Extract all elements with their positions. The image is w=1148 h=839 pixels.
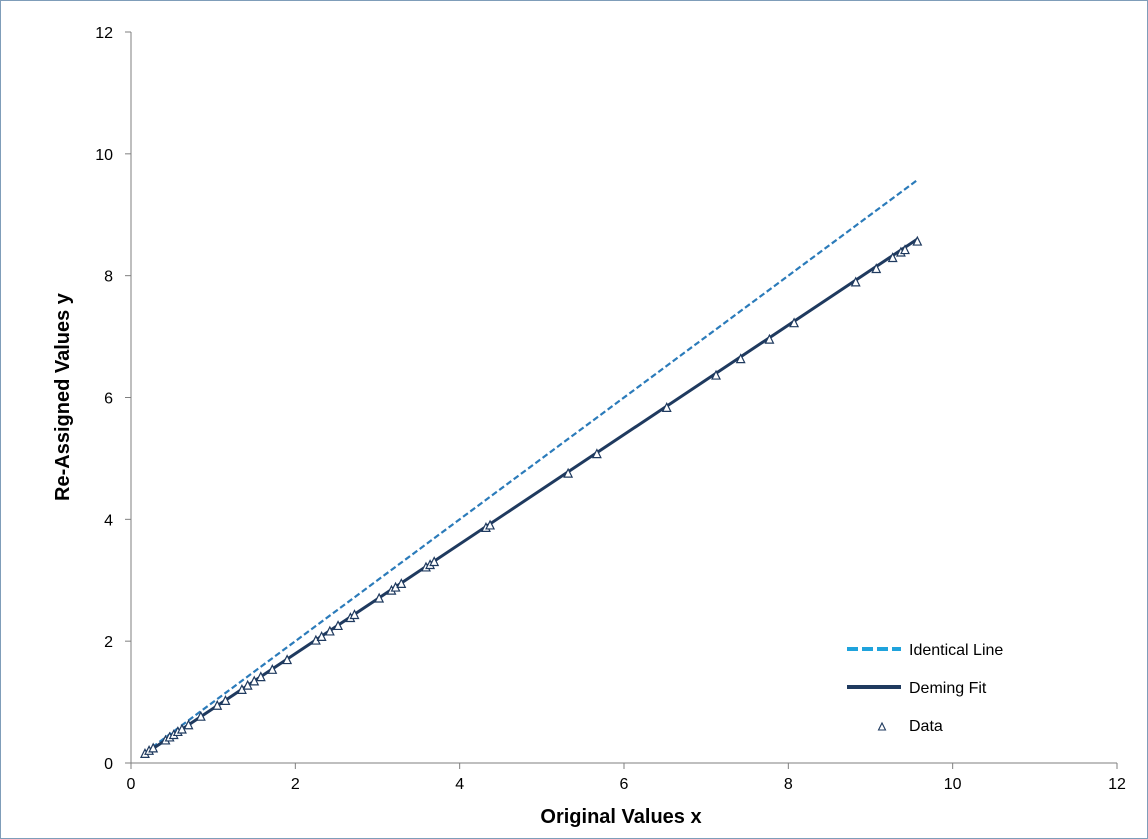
legend-label-identical-line: Identical Line	[909, 642, 1003, 659]
y-axis: 0 2 4 6 8 10 12	[95, 25, 132, 773]
legend-label-data: Data	[909, 718, 943, 735]
y-tick-label: 8	[104, 269, 113, 286]
data-point	[912, 235, 923, 246]
data-point	[711, 369, 721, 380]
data-point	[789, 317, 800, 328]
x-tick-label: 0	[127, 776, 136, 793]
data-point	[563, 467, 574, 478]
y-tick-label: 0	[104, 756, 113, 773]
data-point	[195, 710, 206, 721]
data-point	[316, 631, 327, 642]
data-point	[212, 699, 223, 710]
y-tick-label: 2	[104, 634, 113, 651]
data-point	[333, 620, 344, 631]
y-tick-label: 4	[104, 512, 113, 529]
x-tick-label: 2	[291, 776, 300, 793]
data-point	[871, 263, 882, 274]
legend-label-deming-fit: Deming Fit	[909, 680, 987, 697]
y-tick-label: 10	[95, 147, 113, 164]
x-tick-label: 8	[784, 776, 793, 793]
x-tick-label: 4	[455, 776, 464, 793]
data-point	[850, 276, 861, 287]
identical-line-line	[144, 179, 918, 754]
data-point	[255, 671, 266, 682]
x-axis: 0 2 4 6 8 10 12	[127, 762, 1126, 793]
data-point	[429, 556, 440, 567]
x-tick-label: 12	[1108, 776, 1126, 793]
data-point	[735, 353, 746, 364]
legend-swatch-data	[877, 721, 887, 731]
y-axis-title: Re-Assigned Values y	[52, 292, 74, 501]
data-point	[148, 742, 159, 753]
y-tick-label: 12	[95, 25, 113, 42]
x-axis-title: Original Values x	[540, 806, 701, 828]
data-point	[900, 244, 910, 255]
data-point	[374, 592, 385, 603]
series-layer	[139, 179, 923, 758]
data-point	[887, 252, 898, 263]
data-point	[267, 663, 278, 674]
legend: Identical Line Deming Fit Data	[847, 642, 1003, 735]
data-point	[349, 609, 360, 620]
data-point	[282, 654, 293, 665]
data-point	[183, 719, 194, 730]
data-point	[324, 625, 335, 636]
data-point	[661, 402, 672, 412]
data-point	[396, 578, 407, 589]
data-point	[220, 695, 231, 705]
y-tick-label: 6	[104, 391, 113, 408]
x-tick-label: 10	[944, 776, 962, 793]
data-point	[591, 448, 602, 459]
x-tick-label: 6	[620, 776, 629, 793]
data-point	[764, 333, 775, 344]
data-point	[485, 519, 496, 530]
